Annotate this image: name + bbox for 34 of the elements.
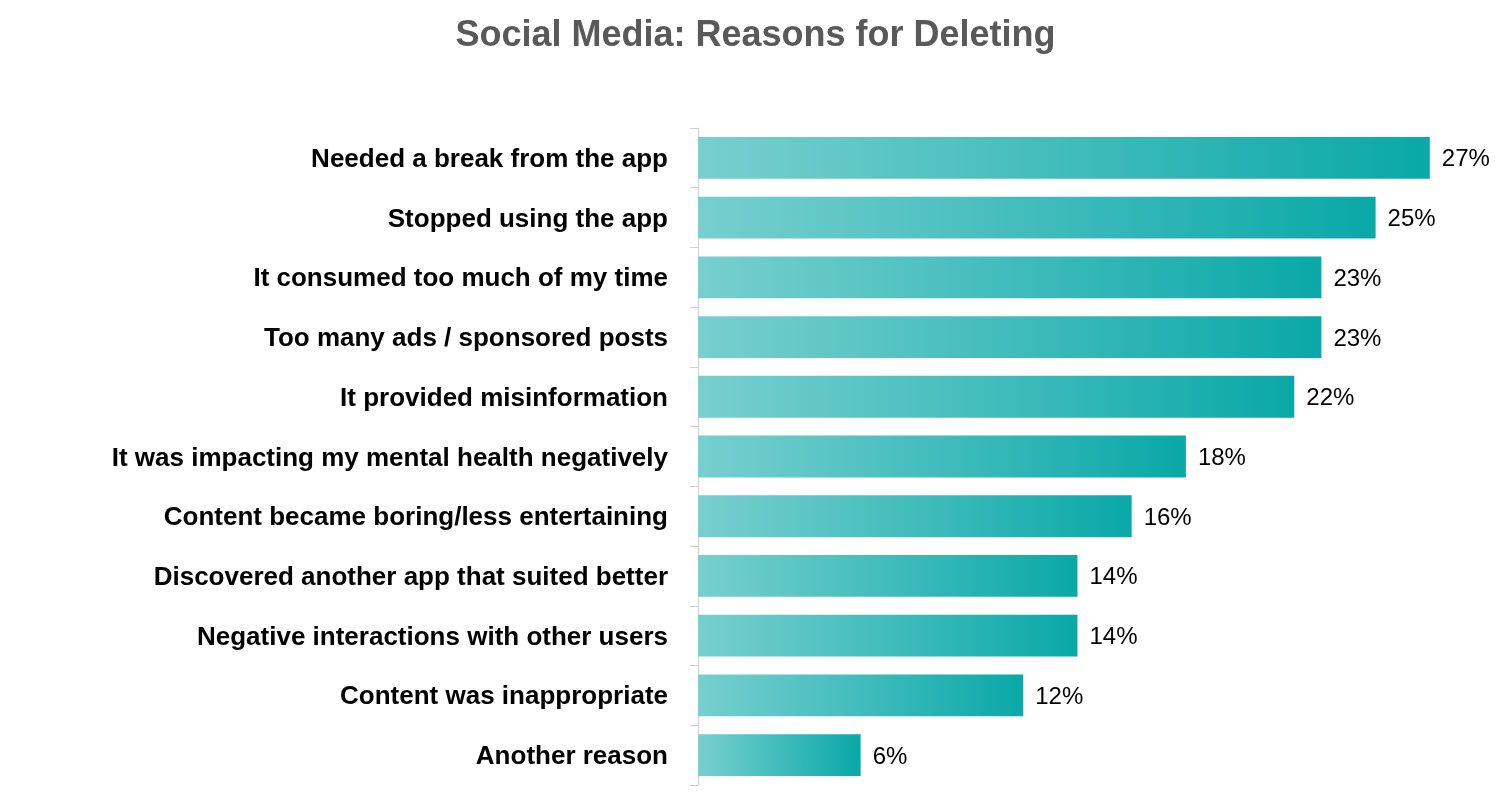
bar: [698, 375, 1295, 418]
bar: [698, 435, 1186, 478]
bar: [698, 256, 1322, 299]
y-tick-label: Another reason: [475, 740, 668, 771]
y-tick-label: It was impacting my mental health negatively: [111, 441, 669, 472]
data-label: 16%: [1143, 502, 1192, 530]
bar: [698, 136, 1430, 179]
data-label: 14%: [1089, 562, 1138, 590]
data-label: 14%: [1089, 622, 1138, 650]
y-tick-label: Too many ads / sponsored posts: [263, 322, 668, 353]
y-tick-label: Content became boring/less entertaining: [163, 501, 668, 532]
data-label: 6%: [872, 741, 908, 769]
y-tick-label: It consumed too much of my time: [253, 262, 668, 293]
data-label: 23%: [1333, 263, 1382, 291]
data-label: 18%: [1197, 443, 1246, 470]
data-label: 22%: [1306, 383, 1355, 411]
y-tick-label: Content was inappropriate: [340, 680, 668, 711]
y-tick-label: Stopped using the app: [387, 202, 668, 233]
y-tick-label: Discovered another app that suited better: [153, 560, 668, 591]
data-label: 23%: [1333, 323, 1382, 351]
y-tick-label: Negative interactions with other users: [196, 620, 668, 651]
data-label: 27%: [1441, 144, 1490, 172]
y-tick-label: Needed a break from the app: [311, 142, 668, 173]
bar: [698, 734, 861, 777]
chart-title: Social Media: Reasons for Deleting: [455, 12, 1056, 54]
bar: [698, 674, 1024, 717]
data-label: 12%: [1035, 681, 1084, 709]
bar: [698, 614, 1078, 657]
bar: [698, 316, 1322, 358]
bar: [698, 495, 1132, 538]
y-tick-label: It provided misinformation: [340, 381, 668, 412]
bar: [698, 196, 1376, 239]
bar: [698, 555, 1078, 597]
data-label: 25%: [1387, 204, 1436, 232]
